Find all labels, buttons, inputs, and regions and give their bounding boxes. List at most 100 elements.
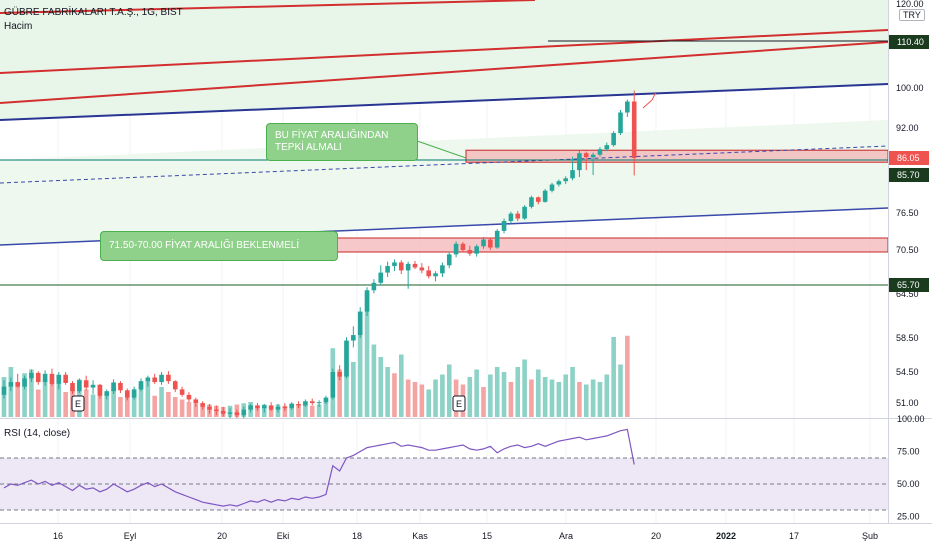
candle-body — [207, 406, 212, 410]
resistance-line-top — [0, 0, 536, 14]
symbol-title[interactable]: GÜBRE FABRİKALARI T.A.Ş., 1G, BIST — [4, 7, 183, 18]
candle-body — [529, 197, 534, 207]
volume-bar — [125, 392, 130, 417]
candle-body — [494, 230, 500, 248]
rsi-tick-label: 75.00 — [897, 447, 920, 457]
candle-body — [220, 411, 226, 414]
candle-body — [268, 405, 274, 410]
volume-bar — [186, 402, 192, 417]
candle-body — [193, 399, 199, 404]
volume-bar — [63, 392, 68, 417]
candle-body — [549, 184, 555, 191]
volume-bar — [419, 384, 425, 417]
volume-bar — [618, 364, 623, 417]
candle-body — [262, 405, 267, 409]
volume-bar — [399, 354, 404, 417]
candle-body — [542, 190, 548, 202]
candle-body — [42, 373, 48, 383]
volume-legend[interactable]: Hacim — [4, 21, 33, 32]
candle-body — [618, 112, 623, 134]
volume-bar — [392, 373, 397, 417]
time-tick-label: Eki — [277, 531, 290, 541]
candle-body — [385, 266, 390, 273]
time-axis[interactable]: 16 Eyl 20 Eki 18 Kas 15 Ara 20 2022 17 Şub — [53, 531, 878, 541]
candle-body — [481, 239, 486, 247]
candle-body — [289, 404, 294, 409]
candle-body — [145, 377, 151, 382]
candle-body — [200, 403, 205, 407]
candle-body — [337, 372, 342, 377]
volume-bar — [303, 402, 308, 417]
callout-lower[interactable]: 71.50-70.00 FİYAT ARALIĞI BEKLENMELİ — [100, 231, 338, 261]
volume-bar — [104, 393, 110, 417]
volume-bar — [481, 387, 486, 417]
callout-upper[interactable]: BU FİYAT ARALIĞINDAN TEPKİ ALMALI — [266, 123, 418, 161]
candle-body — [97, 384, 103, 396]
volume-bar — [357, 327, 363, 417]
candle-body — [440, 265, 445, 274]
volume-bar — [412, 382, 418, 417]
rsi-tick-label: 25.00 — [897, 512, 920, 522]
candle-body — [357, 311, 363, 336]
volume-bar — [83, 389, 89, 417]
candle-body — [166, 374, 171, 382]
candle-body — [446, 254, 452, 266]
candle-body — [453, 243, 459, 255]
volume-bar — [446, 364, 452, 417]
volume-bar — [501, 372, 507, 417]
earnings-marker-label: E — [456, 399, 462, 409]
candle-body — [474, 246, 479, 254]
volume-bar — [344, 342, 349, 417]
candle-body — [8, 382, 14, 387]
volume-bar — [351, 362, 356, 417]
volume-bar — [583, 384, 589, 417]
price-label-box — [889, 168, 929, 182]
resistance-line-lower — [0, 41, 888, 104]
candle-body — [22, 378, 27, 387]
rsi-legend[interactable]: RSI (14, close) — [4, 428, 71, 439]
candle-body — [83, 380, 89, 388]
time-tick-label: Eyl — [124, 531, 137, 541]
price-axis[interactable]: 120.00 100.00 92.00 76.50 70.50 64.50 58.50 54.… — [896, 0, 924, 408]
volume-bar — [488, 374, 493, 417]
candle-body — [392, 262, 397, 267]
volume-bar — [166, 392, 171, 417]
price-tick-label: 58.50 — [896, 333, 919, 343]
candle-body — [515, 213, 521, 219]
candle-body — [104, 391, 110, 396]
price-tick-label: 54.50 — [896, 367, 919, 377]
candle-body — [522, 206, 527, 219]
candle-body — [556, 181, 562, 185]
candle-body — [1, 386, 7, 395]
volume-bar — [282, 405, 288, 417]
volume-bar — [152, 395, 157, 417]
volume-bar — [440, 374, 445, 417]
price-label-box — [889, 35, 929, 49]
resistance-line-upper — [0, 29, 888, 74]
time-tick-label: Ara — [559, 531, 573, 541]
callout-lower-text: 71.50-70.00 FİYAT ARALIĞI BEKLENMELİ — [109, 240, 300, 251]
candle-body — [29, 372, 34, 379]
rsi-tick-label: 100.00 — [897, 414, 925, 424]
volume-bar — [494, 367, 500, 417]
volume-bar — [625, 335, 630, 417]
candle-body — [131, 389, 137, 398]
volume-bar — [536, 369, 541, 417]
currency-badge[interactable]: TRY — [899, 9, 925, 21]
candle-body — [488, 239, 493, 248]
volume-bar — [577, 382, 582, 417]
arrow-mark — [651, 91, 657, 101]
volume-bar — [556, 382, 562, 417]
candle-body — [138, 381, 144, 390]
price-tick-label: 100.00 — [896, 83, 924, 93]
candle-body — [378, 272, 384, 283]
candle-body — [412, 263, 418, 268]
volume-bar — [159, 387, 164, 417]
price-label-text: 110.40 — [897, 37, 924, 47]
rsi-axis[interactable]: 100.00 75.00 50.00 25.00 — [897, 414, 925, 522]
volume-bar — [255, 405, 260, 417]
price-tick-label: 92.00 — [896, 123, 919, 133]
volume-bar — [15, 384, 20, 417]
candle-body — [563, 178, 568, 182]
